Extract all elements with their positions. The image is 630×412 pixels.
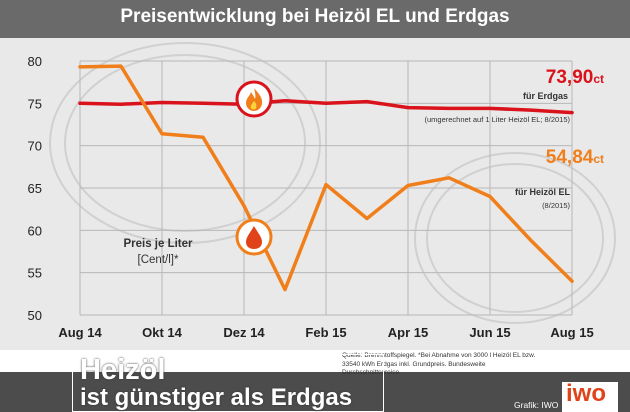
euro-coin-watermark (49, 42, 616, 324)
svg-text:54,84ct: 54,84ct (546, 147, 604, 168)
y-tick-label: 75 (28, 96, 42, 111)
slogan-line-2: ist günstiger als Erdgas (80, 384, 353, 411)
x-tick-label: Feb 15 (305, 325, 346, 340)
erdgas-label: 73,90ct für Erdgas (umgerechnet auf 1 Li… (424, 67, 605, 124)
chart-title: Preisentwicklung bei Heizöl EL und Erdga… (120, 6, 510, 27)
oil-drop-icon (235, 218, 273, 256)
x-tick-label: Okt 14 (142, 325, 183, 340)
erdgas-name: für Erdgas (523, 91, 568, 101)
graphic-credit: Grafik: IWO (514, 400, 559, 410)
x-tick-label: Apr 15 (388, 325, 428, 340)
y-axis-label-line-2: [Cent/l]* (138, 254, 179, 266)
heizoel-name: für Heizöl EL (515, 187, 571, 197)
heizoel-note: (8/2015) (542, 201, 570, 210)
heizoel-unit: ct (593, 152, 604, 166)
erdgas-unit: ct (593, 72, 604, 86)
erdgas-note: (umgerechnet auf 1 Liter Heizöl EL; 8/20… (424, 115, 571, 124)
x-tick-label: Aug 14 (58, 325, 102, 340)
series-lines (78, 64, 574, 292)
plot-background (0, 38, 630, 350)
heizoel-value: 54,84 (546, 147, 594, 168)
footer-bar (0, 372, 630, 412)
slogan-line-1: Heizöl (80, 354, 166, 386)
y-tick-label: 65 (28, 181, 42, 196)
svg-text:73,90ct: 73,90ct (546, 67, 604, 88)
y-tick-labels: 50 55 60 65 70 75 80 (28, 54, 42, 323)
iwo-logo-text: iwo (566, 380, 606, 407)
y-tick-label: 80 (28, 54, 42, 69)
y-tick-label: 50 (28, 308, 42, 323)
iwo-logo (562, 382, 618, 412)
x-tick-label: Dez 14 (223, 325, 265, 340)
flame-icon (235, 80, 273, 118)
y-axis-label-line-1: Preis je Liter (123, 238, 193, 250)
y-tick-label: 55 (28, 266, 42, 281)
heizoel-label: 54,84ct für Heizöl EL (8/2015) (515, 147, 604, 210)
source-note: Quelle: Brennstoffspiegel. *Bei Abnahme … (342, 352, 536, 376)
y-tick-label: 70 (28, 139, 42, 154)
x-tick-labels: Aug 14 Okt 14 Dez 14 Feb 15 Apr 15 Jun 15 Aug … (58, 325, 593, 340)
y-tick-label: 60 (28, 223, 42, 238)
header-bar (0, 0, 630, 38)
x-tick-label: Aug 15 (550, 325, 593, 340)
x-tick-label: Jun 15 (469, 325, 510, 340)
erdgas-value: 73,90 (546, 67, 594, 88)
y-axis-label: Preis je Liter [Cent/l]* (123, 238, 193, 266)
